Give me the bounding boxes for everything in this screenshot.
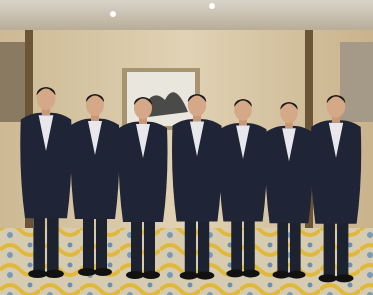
page — [0, 0, 373, 295]
ceiling — [0, 0, 373, 30]
ceiling-light — [110, 11, 116, 17]
ceiling-light — [209, 3, 215, 9]
photo — [0, 0, 373, 295]
window-right — [340, 42, 373, 122]
window-left — [0, 42, 28, 122]
